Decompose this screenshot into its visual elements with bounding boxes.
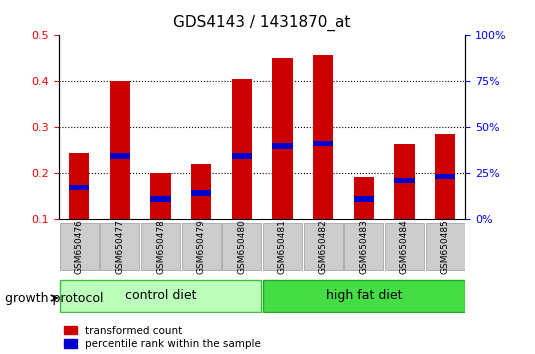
Bar: [272, 58, 293, 219]
Bar: [313, 141, 333, 146]
FancyBboxPatch shape: [223, 223, 261, 270]
Bar: [69, 153, 89, 219]
Text: GSM650479: GSM650479: [197, 219, 205, 274]
FancyBboxPatch shape: [304, 223, 342, 270]
Title: GDS4143 / 1431870_at: GDS4143 / 1431870_at: [173, 15, 351, 31]
FancyBboxPatch shape: [60, 280, 261, 312]
Bar: [150, 173, 171, 219]
Bar: [394, 178, 415, 183]
Bar: [435, 174, 455, 179]
Text: GSM650481: GSM650481: [278, 219, 287, 274]
FancyBboxPatch shape: [426, 223, 464, 270]
FancyBboxPatch shape: [60, 223, 98, 270]
Bar: [232, 79, 252, 219]
Text: GSM650480: GSM650480: [238, 219, 246, 274]
Text: high fat diet: high fat diet: [326, 289, 402, 302]
Text: GSM650484: GSM650484: [400, 219, 409, 274]
Bar: [191, 164, 211, 219]
FancyBboxPatch shape: [385, 223, 424, 270]
FancyBboxPatch shape: [345, 223, 383, 270]
Bar: [313, 55, 333, 219]
Text: GSM650477: GSM650477: [116, 219, 124, 274]
FancyBboxPatch shape: [263, 280, 464, 312]
Bar: [354, 177, 374, 219]
FancyBboxPatch shape: [263, 223, 302, 270]
Bar: [150, 196, 171, 201]
Text: GSM650476: GSM650476: [75, 219, 83, 274]
Text: GSM650483: GSM650483: [360, 219, 368, 274]
Bar: [232, 153, 252, 159]
FancyBboxPatch shape: [141, 223, 180, 270]
Text: GSM650482: GSM650482: [319, 219, 327, 274]
FancyBboxPatch shape: [182, 223, 220, 270]
Bar: [435, 134, 455, 219]
Bar: [110, 153, 130, 159]
Legend: transformed count, percentile rank within the sample: transformed count, percentile rank withi…: [64, 326, 261, 349]
Text: GSM650485: GSM650485: [441, 219, 449, 274]
Bar: [191, 190, 211, 195]
Text: growth protocol: growth protocol: [5, 292, 104, 304]
Bar: [110, 81, 130, 219]
Bar: [394, 143, 415, 219]
Text: control diet: control diet: [125, 289, 196, 302]
Bar: [354, 196, 374, 201]
Text: GSM650478: GSM650478: [156, 219, 165, 274]
FancyBboxPatch shape: [101, 223, 139, 270]
Bar: [272, 143, 293, 149]
Bar: [69, 184, 89, 190]
